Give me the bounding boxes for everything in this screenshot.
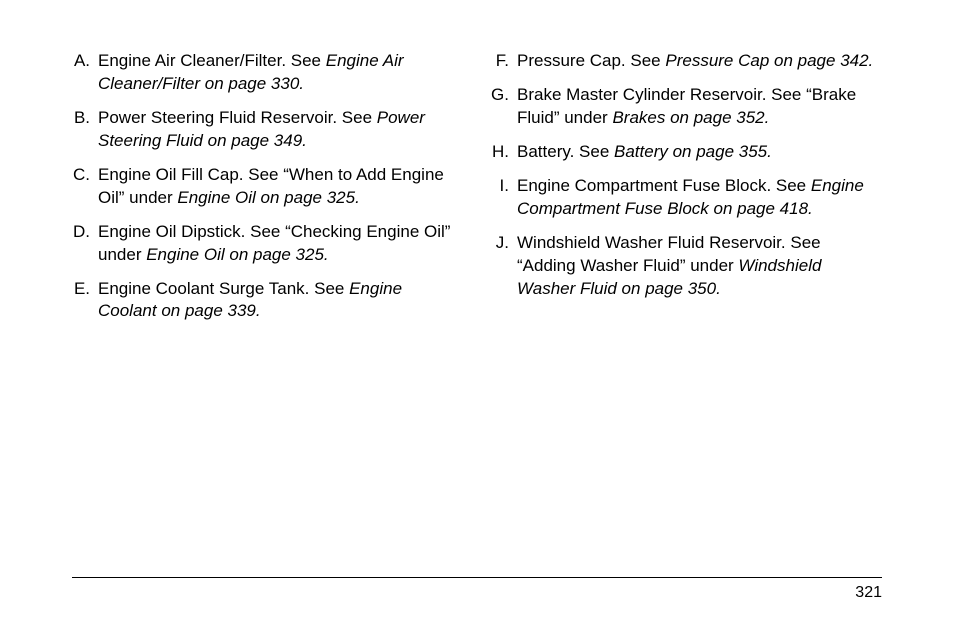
footer-divider bbox=[72, 577, 882, 578]
left-column: A.Engine Air Cleaner/Filter. See Engine … bbox=[72, 50, 463, 334]
list-item: G.Brake Master Cylinder Reservoir. See “… bbox=[491, 84, 882, 130]
list-item: F.Pressure Cap. See Pressure Cap on page… bbox=[491, 50, 882, 73]
content-columns: A.Engine Air Cleaner/Filter. See Engine … bbox=[72, 50, 882, 334]
page-footer: 321 bbox=[72, 577, 882, 602]
item-reference: Engine Oil on page 325. bbox=[146, 245, 328, 264]
item-description: Pressure Cap. See bbox=[517, 51, 665, 70]
item-reference: Pressure Cap on page 342. bbox=[665, 51, 873, 70]
item-text: Brake Master Cylinder Reservoir. See “Br… bbox=[517, 84, 882, 130]
item-text: Engine Oil Fill Cap. See “When to Add En… bbox=[98, 164, 463, 210]
item-letter: E. bbox=[72, 278, 98, 301]
item-text: Power Steering Fluid Reservoir. See Powe… bbox=[98, 107, 463, 153]
item-text: Engine Oil Dipstick. See “Checking Engin… bbox=[98, 221, 463, 267]
list-item: E.Engine Coolant Surge Tank. See Engine … bbox=[72, 278, 463, 324]
item-letter: H. bbox=[491, 141, 517, 164]
item-text: Pressure Cap. See Pressure Cap on page 3… bbox=[517, 50, 882, 73]
item-letter: J. bbox=[491, 232, 517, 255]
right-column: F.Pressure Cap. See Pressure Cap on page… bbox=[491, 50, 882, 334]
item-letter: A. bbox=[72, 50, 98, 73]
list-item: D.Engine Oil Dipstick. See “Checking Eng… bbox=[72, 221, 463, 267]
item-text: Battery. See Battery on page 355. bbox=[517, 141, 882, 164]
list-item: A.Engine Air Cleaner/Filter. See Engine … bbox=[72, 50, 463, 96]
item-description: Engine Compartment Fuse Block. See bbox=[517, 176, 811, 195]
item-reference: Brakes on page 352. bbox=[612, 108, 769, 127]
item-reference: Engine Oil on page 325. bbox=[177, 188, 359, 207]
manual-page: A.Engine Air Cleaner/Filter. See Engine … bbox=[0, 0, 954, 636]
item-description: Engine Air Cleaner/Filter. See bbox=[98, 51, 326, 70]
list-item: H.Battery. See Battery on page 355. bbox=[491, 141, 882, 164]
item-letter: G. bbox=[491, 84, 517, 107]
item-text: Engine Compartment Fuse Block. See Engin… bbox=[517, 175, 882, 221]
list-item: C.Engine Oil Fill Cap. See “When to Add … bbox=[72, 164, 463, 210]
list-item: B.Power Steering Fluid Reservoir. See Po… bbox=[72, 107, 463, 153]
item-letter: C. bbox=[72, 164, 98, 187]
item-text: Windshield Washer Fluid Reservoir. See “… bbox=[517, 232, 882, 301]
item-text: Engine Air Cleaner/Filter. See Engine Ai… bbox=[98, 50, 463, 96]
list-item: J.Windshield Washer Fluid Reservoir. See… bbox=[491, 232, 882, 301]
list-item: I.Engine Compartment Fuse Block. See Eng… bbox=[491, 175, 882, 221]
page-number: 321 bbox=[72, 584, 882, 602]
item-letter: I. bbox=[491, 175, 517, 198]
item-letter: F. bbox=[491, 50, 517, 73]
item-letter: D. bbox=[72, 221, 98, 244]
item-reference: Battery on page 355. bbox=[614, 142, 772, 161]
item-letter: B. bbox=[72, 107, 98, 130]
item-description: Power Steering Fluid Reservoir. See bbox=[98, 108, 377, 127]
item-description: Battery. See bbox=[517, 142, 614, 161]
item-description: Engine Coolant Surge Tank. See bbox=[98, 279, 349, 298]
item-text: Engine Coolant Surge Tank. See Engine Co… bbox=[98, 278, 463, 324]
